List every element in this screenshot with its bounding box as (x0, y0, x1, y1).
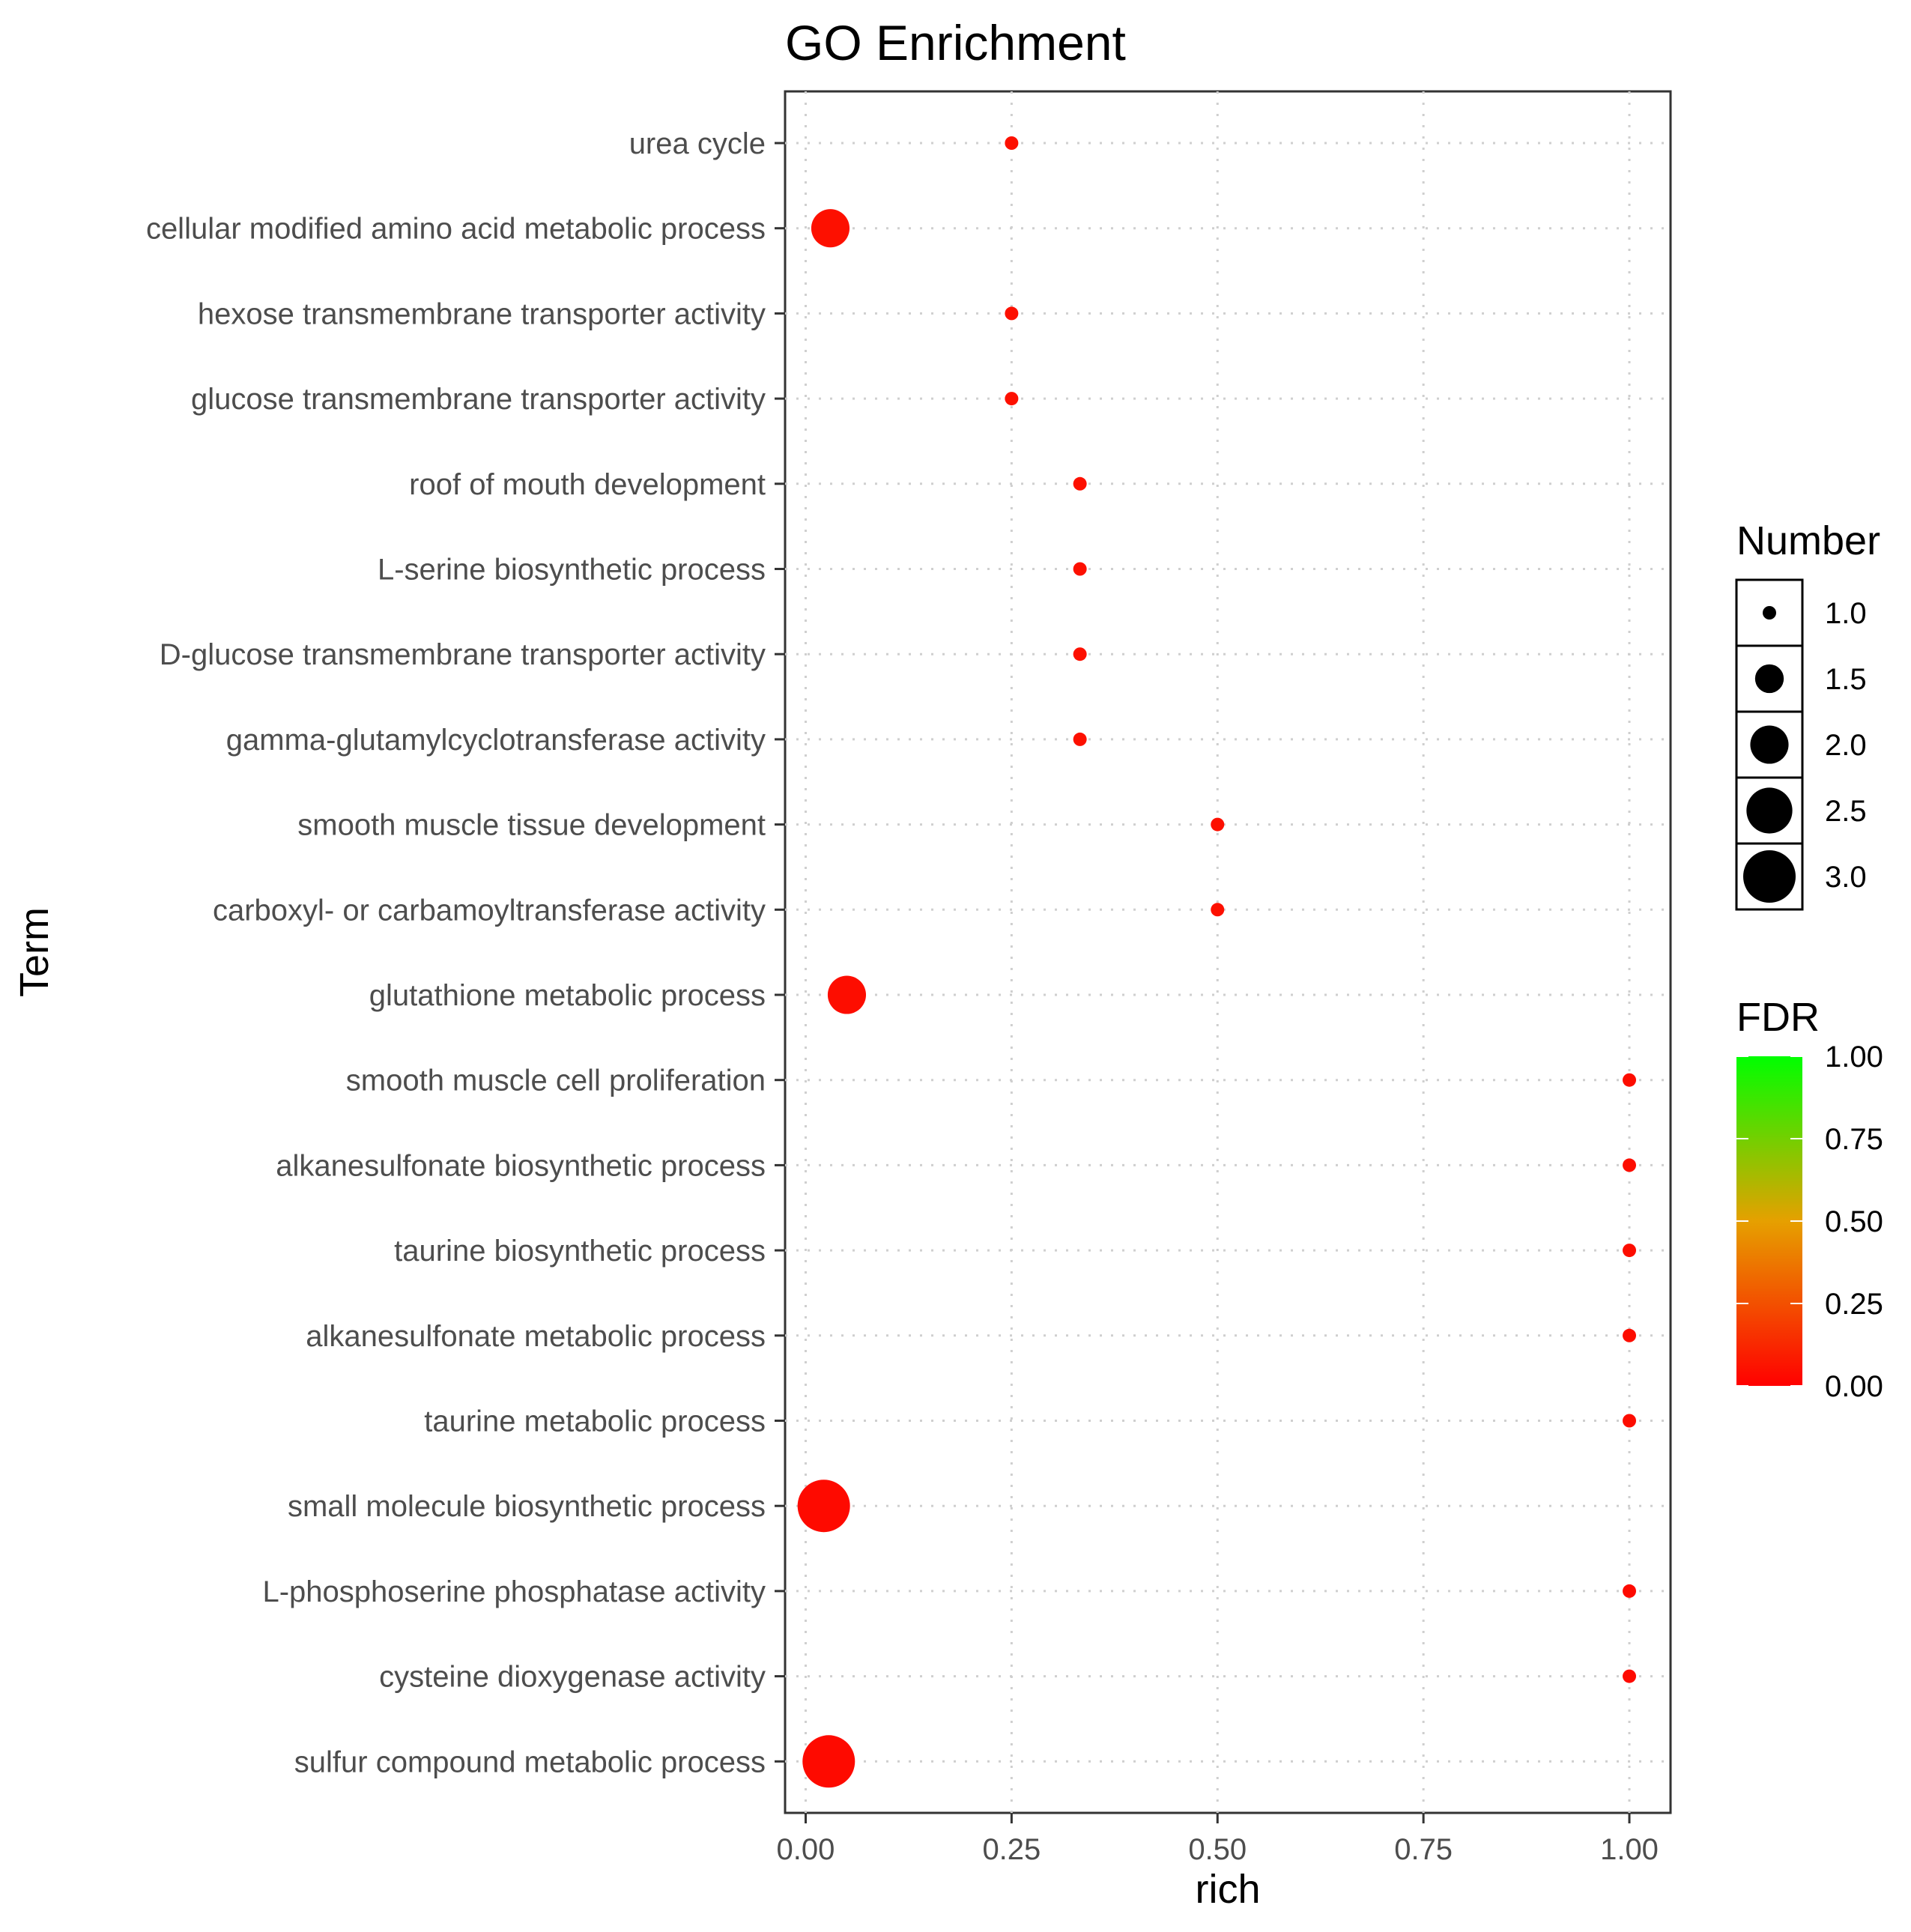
plot-panel (784, 90, 1672, 1814)
grid-lines (785, 91, 1671, 1813)
color-legend-title: FDR (1736, 995, 1820, 1040)
color-legend: FDR 1.00 0.75 0.50 0.25 0.00 (1736, 995, 1883, 1403)
y-axis: urea cycle cellular modified amino acid m… (146, 127, 785, 1778)
term-label: alkanesulfonate biosynthetic process (276, 1149, 766, 1182)
data-point (1005, 392, 1019, 406)
x-tick-label: 0.25 (982, 1833, 1041, 1866)
term-label: L-phosphoserine phosphatase activity (262, 1575, 766, 1608)
data-point (1623, 1414, 1637, 1428)
term-label: small molecule biosynthetic process (288, 1490, 766, 1523)
term-label: smooth muscle cell proliferation (346, 1065, 766, 1097)
data-point (1073, 562, 1087, 576)
term-label: cysteine dioxygenase activity (379, 1661, 766, 1694)
term-label: sulfur compound metabolic process (294, 1745, 766, 1778)
data-point (1073, 732, 1087, 746)
x-tick-label: 0.75 (1394, 1833, 1453, 1866)
data-point (1211, 817, 1225, 832)
data-point (1005, 136, 1019, 150)
size-legend-label: 1.0 (1825, 597, 1867, 630)
size-legend-label: 2.0 (1825, 729, 1867, 762)
x-tick-label: 0.00 (777, 1833, 835, 1866)
size-legend-title: Number (1736, 518, 1880, 563)
size-legend-dot (1746, 787, 1793, 834)
data-point (797, 1480, 850, 1533)
term-label: D-glucose transmembrane transporter acti… (160, 638, 766, 671)
color-legend-label: 0.25 (1825, 1288, 1883, 1321)
data-point (1073, 647, 1087, 661)
x-tick-label: 1.00 (1600, 1833, 1659, 1866)
term-label: urea cycle (629, 127, 766, 160)
data-point (1623, 1244, 1637, 1258)
chart-title: GO Enrichment (785, 15, 1126, 70)
data-point (1005, 306, 1019, 321)
data-point (811, 209, 850, 248)
data-points (797, 136, 1637, 1788)
data-point (1623, 1158, 1637, 1172)
size-legend-dot (1754, 664, 1784, 694)
term-label: carboxyl- or carbamoyltransferase activi… (213, 894, 766, 927)
term-label: gamma-glutamylcyclotransferase activity (226, 724, 766, 757)
term-label: hexose transmembrane transporter activit… (198, 297, 766, 330)
size-legend-label: 3.0 (1825, 861, 1867, 894)
term-label: roof of mouth development (409, 468, 766, 501)
term-label: taurine metabolic process (424, 1405, 766, 1438)
size-legend-dot (1750, 725, 1789, 764)
data-point (827, 975, 867, 1014)
color-legend-label: 1.00 (1825, 1041, 1883, 1073)
term-label: cellular modified amino acid metabolic p… (146, 213, 766, 246)
term-label: taurine biosynthetic process (394, 1235, 766, 1268)
size-legend-label: 2.5 (1825, 795, 1867, 828)
term-label: alkanesulfonate metabolic process (306, 1320, 766, 1353)
data-point (1623, 1669, 1637, 1683)
x-axis: 0.00 0.25 0.50 0.75 1.00 (777, 1813, 1659, 1866)
color-legend-label: 0.50 (1825, 1205, 1883, 1238)
term-label: glutathione metabolic process (369, 979, 766, 1012)
term-label: L-serine biosynthetic process (378, 554, 766, 587)
data-point (1073, 476, 1087, 491)
data-point (1211, 903, 1225, 917)
size-legend-dot (1763, 606, 1776, 620)
size-legend-dot (1743, 850, 1796, 903)
x-tick-label: 0.50 (1188, 1833, 1247, 1866)
data-point (802, 1735, 855, 1788)
data-point (1623, 1328, 1637, 1342)
y-axis-title: Term (12, 907, 57, 997)
data-point (1623, 1073, 1637, 1087)
color-legend-label: 0.75 (1825, 1123, 1883, 1156)
term-label: smooth muscle tissue development (297, 809, 766, 842)
size-legend-label: 1.5 (1825, 663, 1867, 696)
data-point (1623, 1584, 1637, 1598)
x-axis-title: rich (1195, 1867, 1260, 1912)
size-legend: Number 1.0 1.5 2.0 2.5 3.0 (1735, 518, 1880, 911)
term-label: glucose transmembrane transporter activi… (191, 383, 766, 416)
color-legend-label: 0.00 (1825, 1370, 1883, 1403)
